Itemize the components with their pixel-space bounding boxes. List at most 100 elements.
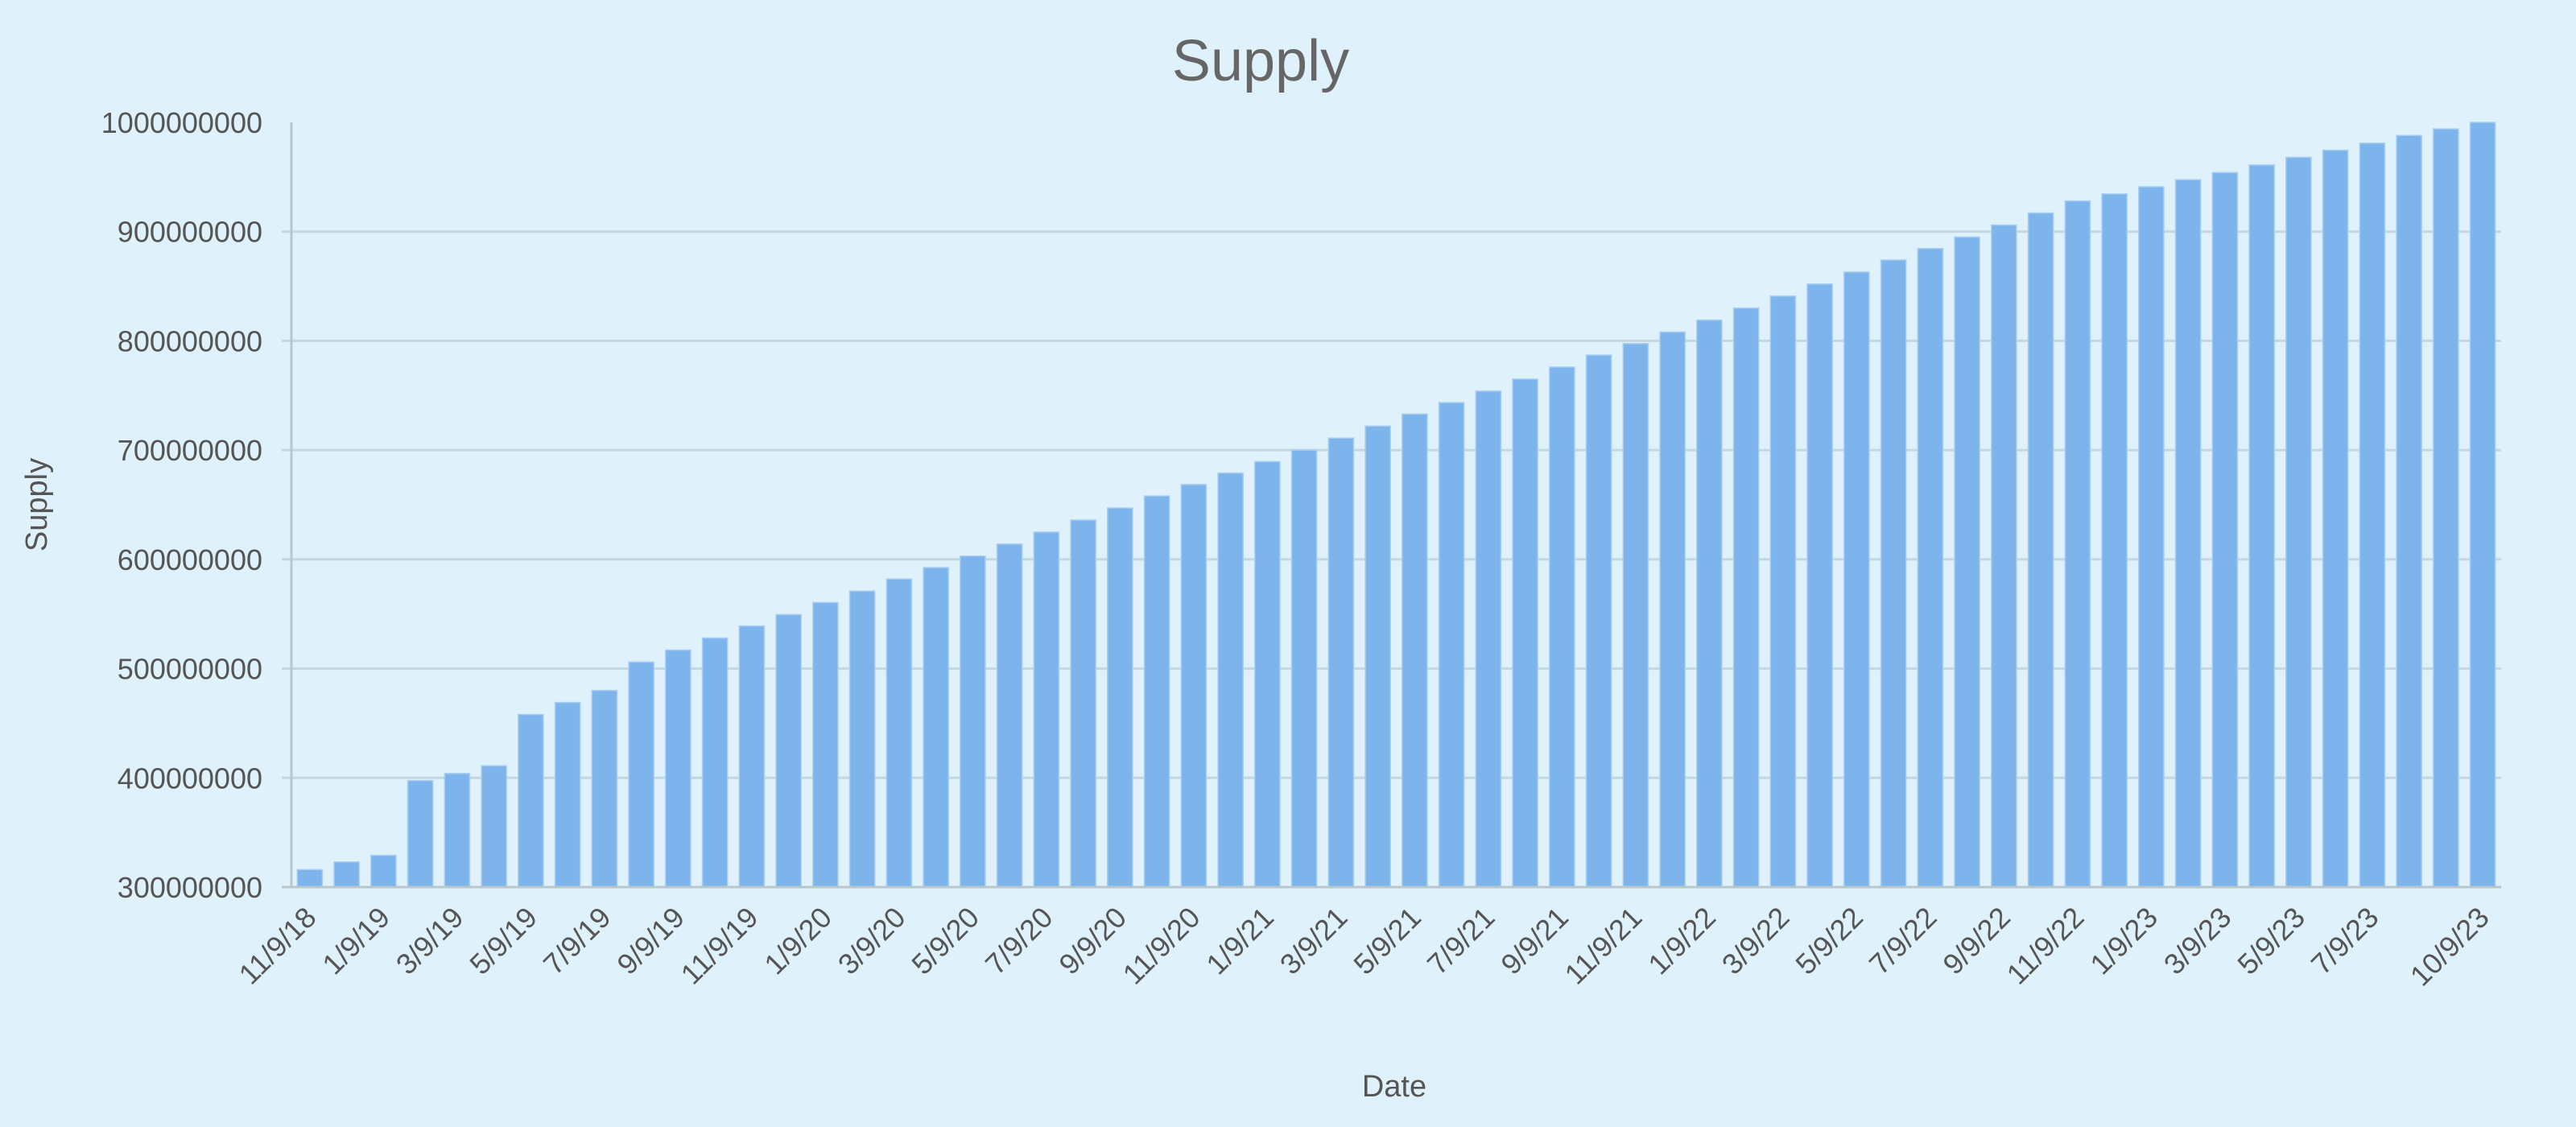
x-tick-label: 5/9/21 bbox=[1347, 901, 1427, 981]
bar[interactable]: 6/9/22: 874000000 bbox=[1880, 259, 1907, 888]
bar[interactable]: 9/9/19: 517000000 bbox=[665, 649, 691, 888]
x-axis-tick-labels: 11/9/181/9/193/9/195/9/197/9/199/9/1911/… bbox=[232, 901, 2495, 993]
x-tick-label: 11/9/22 bbox=[2000, 901, 2090, 991]
bar[interactable]: 8/9/21: 765000000 bbox=[1512, 378, 1538, 888]
bar[interactable]: 11/9/18: 316000000 bbox=[296, 869, 324, 888]
bar[interactable]: 4/9/20: 592500000 bbox=[923, 567, 949, 888]
bar[interactable]: 11/9/22: 928000000 bbox=[2064, 200, 2091, 888]
bar[interactable]: 8/9/22: 895000000 bbox=[1954, 236, 1980, 888]
x-tick-label: 11/9/20 bbox=[1116, 901, 1206, 991]
bar[interactable]: 5/9/19: 458000000 bbox=[518, 713, 544, 888]
bar[interactable]: 8/9/23: 988000000 bbox=[2396, 134, 2422, 888]
bar[interactable]: 12/9/18: 323000000 bbox=[333, 861, 360, 888]
chart-title: Supply bbox=[1172, 29, 1349, 93]
y-axis-title: Supply bbox=[20, 458, 54, 551]
x-tick-label: 5/9/20 bbox=[905, 901, 985, 981]
bar[interactable]: 7/9/21: 754000000 bbox=[1475, 390, 1502, 888]
x-tick-label: 1/9/21 bbox=[1199, 901, 1280, 981]
bar[interactable]: 3/9/23: 954000000 bbox=[2211, 171, 2239, 888]
bar[interactable]: 9/9/21: 776000000 bbox=[1549, 366, 1575, 888]
bar[interactable]: 6/9/19: 469000000 bbox=[554, 701, 581, 888]
x-tick-label: 7/9/23 bbox=[2305, 901, 2385, 981]
bar[interactable]: 1/9/23: 941000000 bbox=[2138, 186, 2165, 888]
bar[interactable]: 5/9/21: 733000000 bbox=[1402, 413, 1428, 888]
bar[interactable]: 7/9/20: 625000000 bbox=[1033, 531, 1060, 888]
bar[interactable]: 2/9/19: 397500000 bbox=[407, 779, 434, 888]
bar[interactable]: 6/9/21: 743500000 bbox=[1438, 402, 1465, 888]
bar[interactable]: 10/9/21: 787000000 bbox=[1585, 354, 1612, 888]
bar[interactable]: 12/9/19: 549500000 bbox=[775, 613, 802, 888]
x-tick-label: 3/9/22 bbox=[1715, 901, 1796, 981]
x-tick-label: 5/9/19 bbox=[463, 901, 543, 981]
bar[interactable]: 11/9/19: 539000000 bbox=[738, 625, 766, 888]
y-tick-label: 900000000 bbox=[118, 216, 262, 249]
x-tick-label: 7/9/22 bbox=[1863, 901, 1943, 981]
bar[interactable]: 10/9/19: 528000000 bbox=[701, 637, 729, 888]
bar[interactable]: 10/9/23: 1000000000 bbox=[2469, 122, 2496, 888]
bar[interactable]: 12/9/22: 934500000 bbox=[2101, 193, 2128, 888]
bar[interactable]: 3/9/19: 404000000 bbox=[444, 773, 471, 888]
x-tick-label: 3/9/20 bbox=[832, 901, 912, 981]
x-tick-label: 3/9/23 bbox=[2157, 901, 2238, 981]
bar[interactable]: 4/9/19: 411000000 bbox=[481, 765, 507, 888]
y-tick-label: 800000000 bbox=[118, 324, 262, 357]
bar[interactable]: 10/9/20: 658000000 bbox=[1143, 495, 1170, 888]
x-tick-label: 1/9/19 bbox=[316, 901, 396, 981]
x-tick-label: 7/9/21 bbox=[1421, 901, 1501, 981]
x-axis-title: Date bbox=[1362, 1070, 1426, 1104]
bar[interactable]: 7/9/23: 981000000 bbox=[2359, 142, 2386, 888]
bar[interactable]: 1/9/21: 689500000 bbox=[1254, 460, 1281, 888]
bar[interactable]: 1/9/19: 329000000 bbox=[370, 854, 397, 888]
y-tick-label: 1000000000 bbox=[101, 106, 262, 139]
x-tick-label: 7/9/20 bbox=[979, 901, 1059, 981]
bar[interactable]: 7/9/19: 480000000 bbox=[591, 689, 618, 888]
bar[interactable]: 2/9/23: 947500000 bbox=[2174, 179, 2202, 888]
y-tick-label: 300000000 bbox=[118, 871, 262, 904]
x-tick-label: 3/9/21 bbox=[1274, 901, 1354, 981]
x-tick-label: 3/9/19 bbox=[390, 901, 470, 981]
bar[interactable]: 6/9/20: 614000000 bbox=[996, 543, 1023, 888]
bar[interactable]: 7/9/22: 884500000 bbox=[1917, 248, 1944, 888]
bar[interactable]: 1/9/22: 819000000 bbox=[1696, 319, 1723, 888]
y-axis-tick-labels: 300000000 400000000 500000000 600000000 7000… bbox=[101, 106, 262, 904]
x-tick-label: 1/9/22 bbox=[1641, 901, 1722, 981]
bar[interactable]: 8/9/20: 636000000 bbox=[1070, 519, 1096, 888]
bar[interactable]: 2/9/22: 830000000 bbox=[1732, 307, 1760, 888]
bar[interactable]: 8/9/19: 506000000 bbox=[628, 661, 654, 888]
x-tick-label: 11/9/21 bbox=[1558, 901, 1648, 991]
bar[interactable]: 2/9/20: 571000000 bbox=[848, 590, 876, 888]
bar[interactable]: 2/9/21: 700000000 bbox=[1290, 449, 1318, 888]
bar[interactable]: 11/9/21: 797500000 bbox=[1622, 343, 1649, 888]
bar[interactable]: 11/9/20: 668500000 bbox=[1180, 484, 1208, 888]
y-tick-label: 400000000 bbox=[118, 762, 262, 795]
bar[interactable]: 5/9/23: 968000000 bbox=[2285, 156, 2312, 888]
x-tick-label: 10/9/23 bbox=[2404, 901, 2496, 993]
bar[interactable]: 12/9/21: 808000000 bbox=[1659, 331, 1686, 888]
bar[interactable]: 12/9/20: 679000000 bbox=[1217, 472, 1244, 888]
x-tick-label: 11/9/18 bbox=[232, 901, 322, 991]
bar[interactable]: 9/9/20: 647000000 bbox=[1107, 507, 1133, 888]
bar[interactable]: 4/9/21: 722000000 bbox=[1364, 425, 1391, 888]
bar[interactable]: 3/9/20: 582000000 bbox=[886, 578, 913, 888]
x-tick-label: 7/9/19 bbox=[537, 901, 617, 981]
y-tick-label: 600000000 bbox=[118, 543, 262, 576]
x-tick-label: 5/9/23 bbox=[2231, 901, 2311, 981]
x-tick-label: 1/9/20 bbox=[758, 901, 838, 981]
bar[interactable]: 1/9/20: 560500000 bbox=[812, 601, 839, 888]
bar[interactable]: 3/9/21: 711000000 bbox=[1327, 437, 1355, 888]
bar[interactable]: 5/9/22: 863000000 bbox=[1843, 271, 1870, 888]
bar[interactable]: 6/9/23: 974500000 bbox=[2322, 149, 2349, 888]
y-tick-label: 700000000 bbox=[118, 434, 262, 467]
bar[interactable]: 4/9/22: 852000000 bbox=[1806, 283, 1833, 888]
bar[interactable]: 9/9/22: 906000000 bbox=[1991, 224, 2017, 888]
x-tick-label: 5/9/22 bbox=[1789, 901, 1869, 981]
bar-series: 11/9/18: 316000000 12/9/18: 323000000 1/9/… bbox=[296, 122, 2496, 888]
bar[interactable]: 4/9/23: 961000000 bbox=[2248, 164, 2275, 888]
bar[interactable]: 10/9/22: 917000000 bbox=[2027, 212, 2054, 888]
bar[interactable]: 9/9/23: 994000000 bbox=[2433, 128, 2459, 888]
bar[interactable]: 5/9/20: 603000000 bbox=[960, 555, 986, 888]
bar[interactable]: 3/9/22: 841000000 bbox=[1769, 295, 1797, 888]
x-tick-label: 1/9/23 bbox=[2083, 901, 2164, 981]
